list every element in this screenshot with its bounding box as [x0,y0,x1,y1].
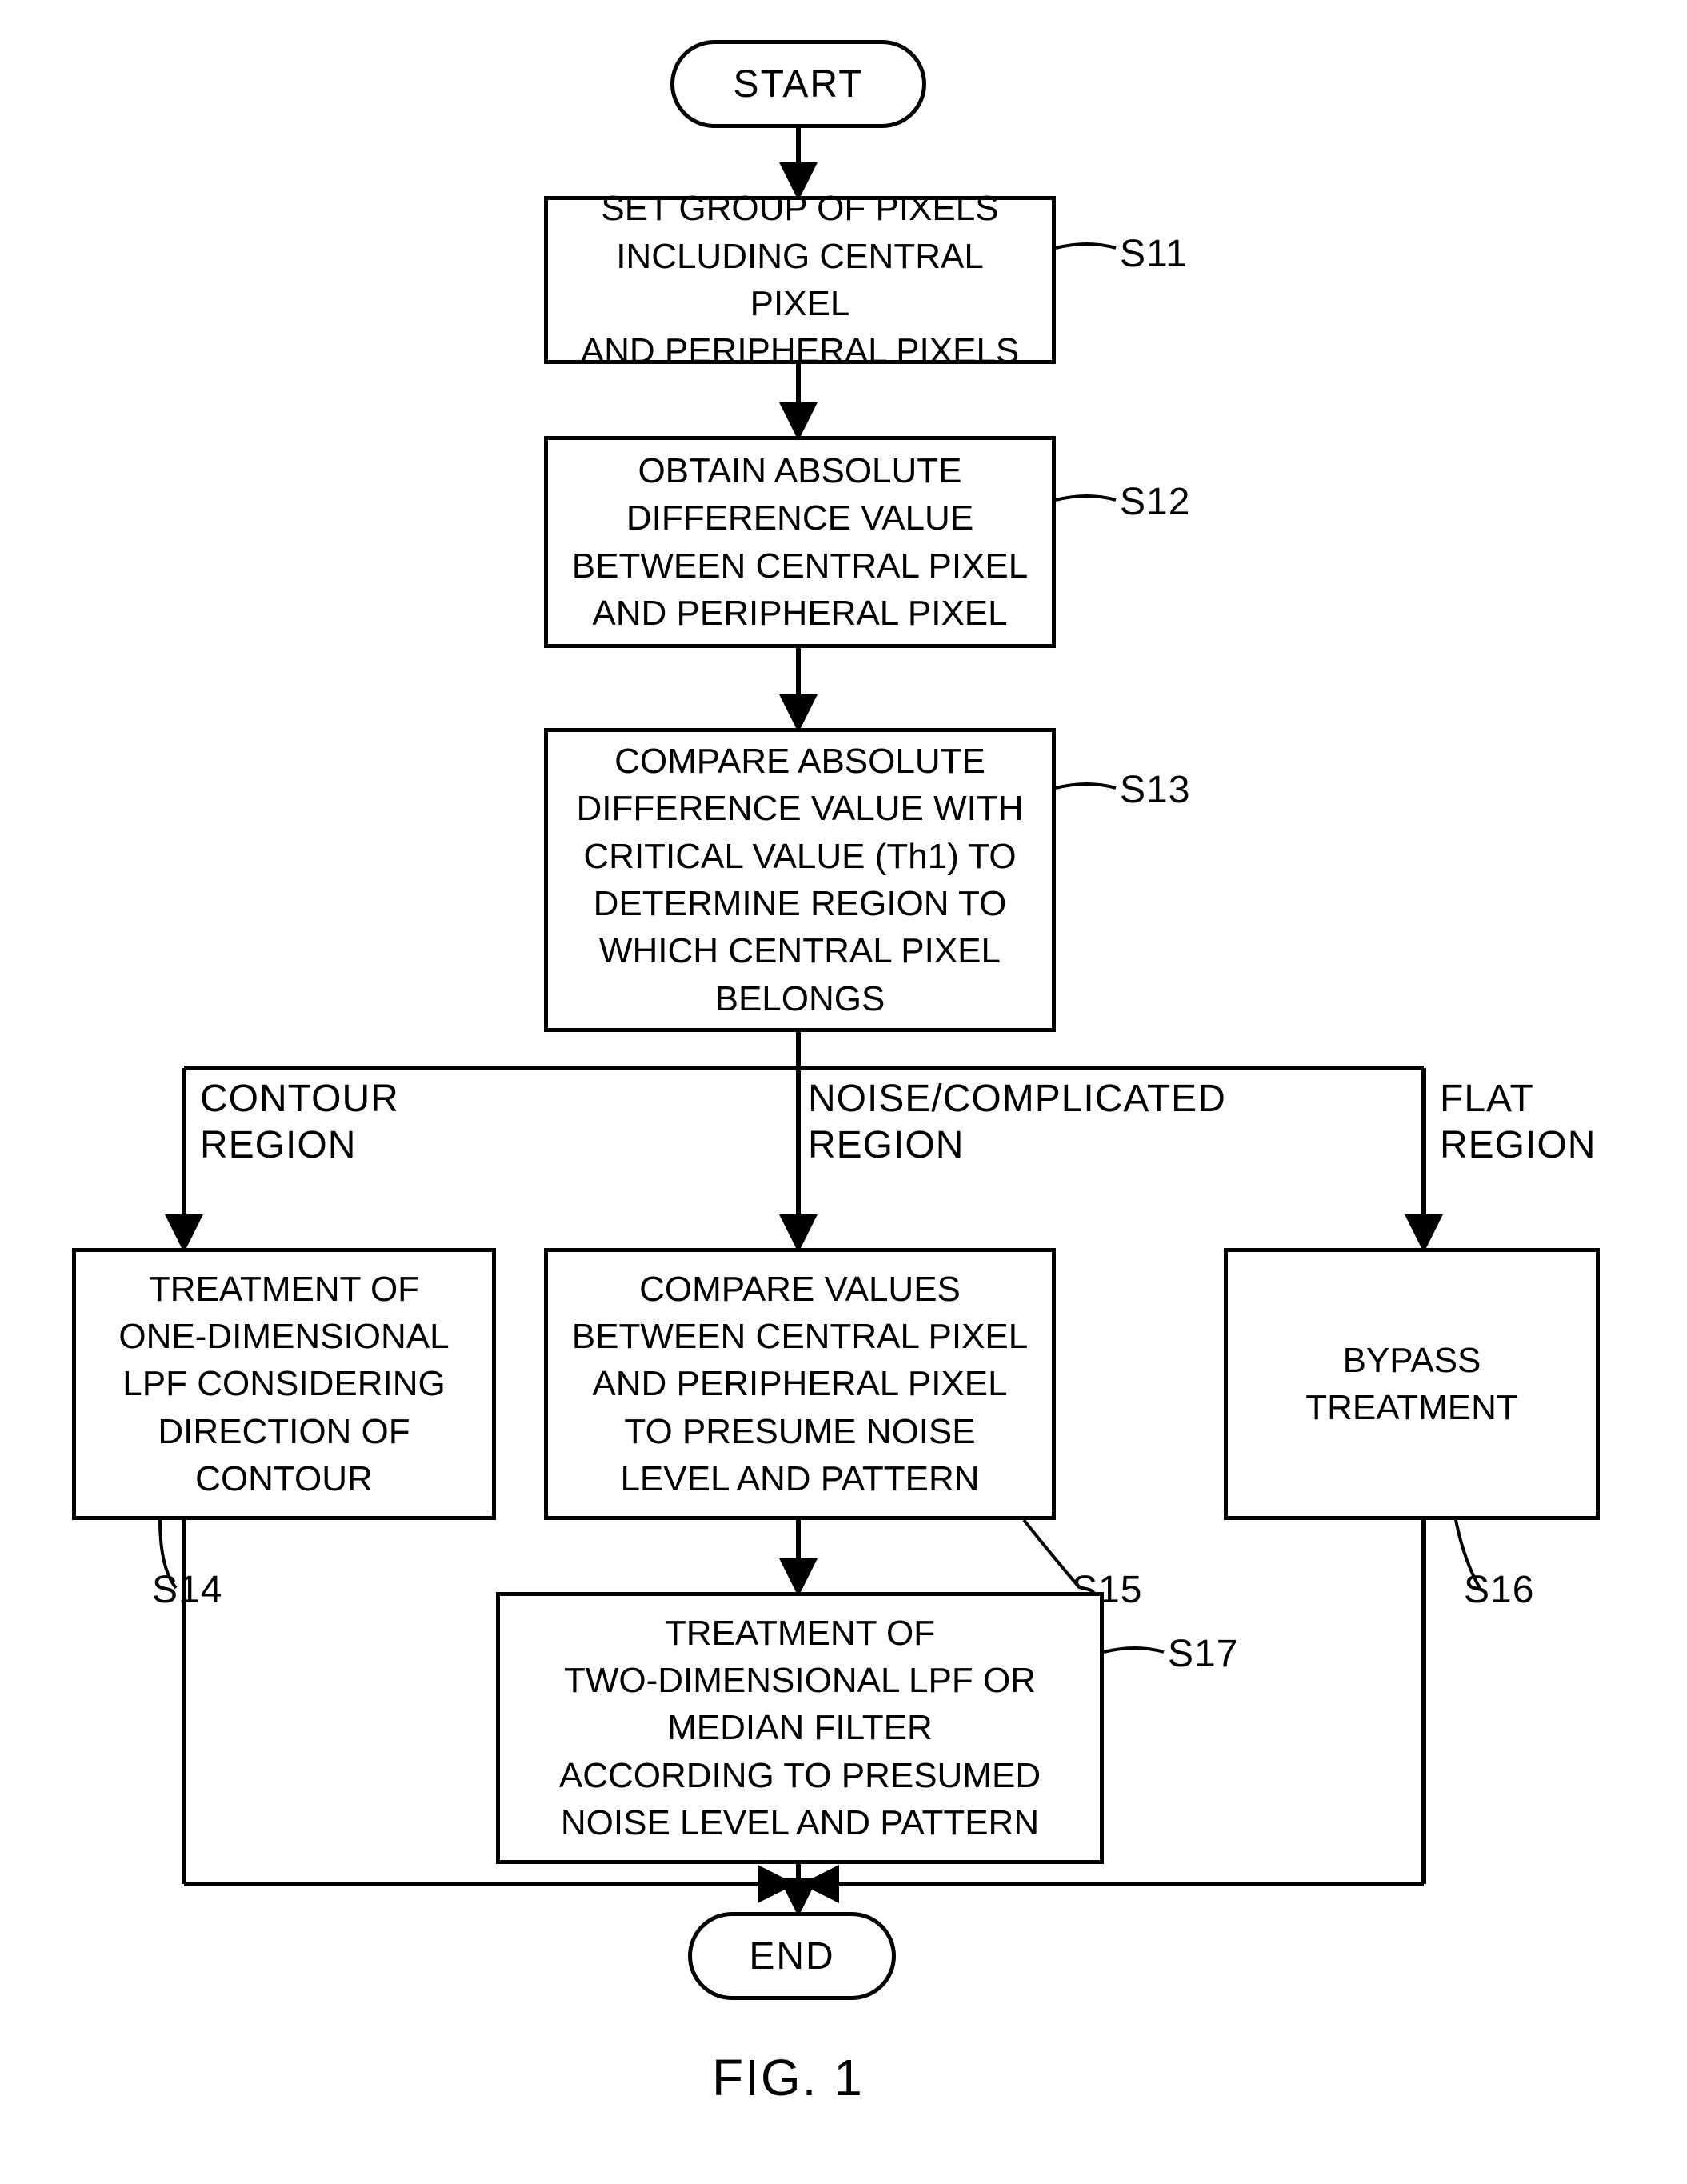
branch-contour-line2: REGION [200,1124,356,1166]
end-text: END [749,1934,834,1978]
step-label-s13: S13 [1120,768,1190,812]
step-label-s16: S16 [1464,1568,1534,1612]
flowchart-canvas: START SET GROUP OF PIXELSINCLUDING CENTR… [0,0,1687,2184]
end-terminator: END [688,1912,896,2000]
process-s15: COMPARE VALUESBETWEEN CENTRAL PIXELAND P… [544,1248,1056,1520]
process-s16: BYPASSTREATMENT [1224,1248,1600,1520]
step-label-s14: S14 [152,1568,222,1612]
process-s11-text: SET GROUP OF PIXELSINCLUDING CENTRAL PIX… [564,185,1036,375]
branch-noise-line1: NOISE/COMPLICATED [808,1078,1226,1120]
process-s13-text: COMPARE ABSOLUTEDIFFERENCE VALUE WITHCRI… [576,738,1023,1022]
process-s16-text: BYPASSTREATMENT [1305,1337,1518,1432]
figure-caption: FIG. 1 [712,2048,864,2107]
process-s13: COMPARE ABSOLUTEDIFFERENCE VALUE WITHCRI… [544,728,1056,1032]
process-s11: SET GROUP OF PIXELSINCLUDING CENTRAL PIX… [544,196,1056,364]
branch-noise-line2: REGION [808,1124,964,1166]
branch-flat-line2: REGION [1440,1124,1596,1166]
process-s15-text: COMPARE VALUESBETWEEN CENTRAL PIXELAND P… [572,1266,1029,1503]
start-text: START [734,62,864,106]
branch-label-flat: FLAT REGION [1440,1076,1596,1168]
process-s17: TREATMENT OFTWO-DIMENSIONAL LPF ORMEDIAN… [496,1592,1104,1864]
step-label-s12: S12 [1120,480,1190,524]
process-s17-text: TREATMENT OFTWO-DIMENSIONAL LPF ORMEDIAN… [559,1610,1041,1847]
branch-flat-line1: FLAT [1440,1078,1534,1120]
step-label-s11: S11 [1120,232,1188,276]
process-s12-text: OBTAIN ABSOLUTEDIFFERENCE VALUEBETWEEN C… [572,447,1029,638]
start-terminator: START [670,40,926,128]
process-s14: TREATMENT OFONE-DIMENSIONALLPF CONSIDERI… [72,1248,496,1520]
branch-contour-line1: CONTOUR [200,1078,399,1120]
process-s12: OBTAIN ABSOLUTEDIFFERENCE VALUEBETWEEN C… [544,436,1056,648]
branch-label-noise: NOISE/COMPLICATED REGION [808,1076,1226,1168]
process-s14-text: TREATMENT OFONE-DIMENSIONALLPF CONSIDERI… [118,1266,449,1503]
branch-label-contour: CONTOUR REGION [200,1076,399,1168]
step-label-s17: S17 [1168,1632,1238,1676]
